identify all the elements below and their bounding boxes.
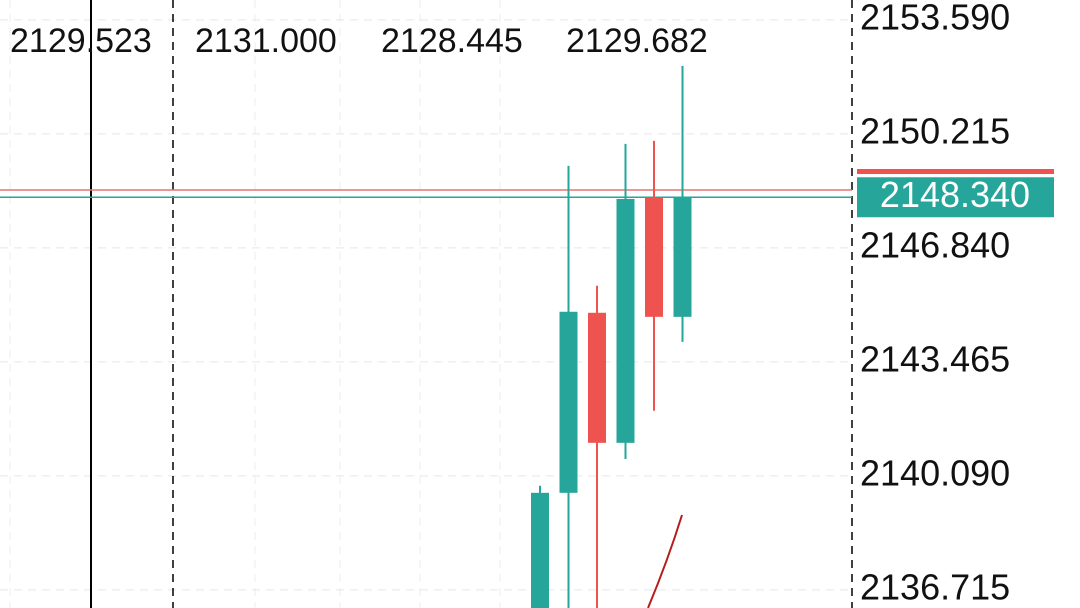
y-tick-label: 2146.840	[860, 224, 1010, 265]
y-tick-label: 2140.090	[860, 452, 1010, 493]
candle-body	[531, 492, 549, 608]
bid-marker	[857, 169, 1054, 174]
last-price-box	[857, 177, 1054, 218]
y-tick-label: 2153.590	[860, 0, 1010, 37]
candle-body	[673, 197, 692, 317]
ohlc-value: 2129.523	[10, 22, 152, 60]
last-price-label: 2148.340	[880, 174, 1030, 215]
moving-average	[647, 514, 683, 608]
ohlc-value: 2128.445	[381, 22, 523, 60]
candle-body	[559, 311, 578, 493]
candle-body	[616, 198, 635, 443]
candle-body	[588, 312, 606, 443]
y-tick-label: 2150.215	[860, 110, 1010, 151]
y-tick-label: 2136.715	[860, 566, 1010, 607]
candle-body	[645, 197, 663, 317]
ohlc-value: 2129.682	[566, 22, 708, 60]
ohlc-value: 2131.000	[195, 22, 337, 60]
y-tick-label: 2143.465	[860, 338, 1010, 379]
